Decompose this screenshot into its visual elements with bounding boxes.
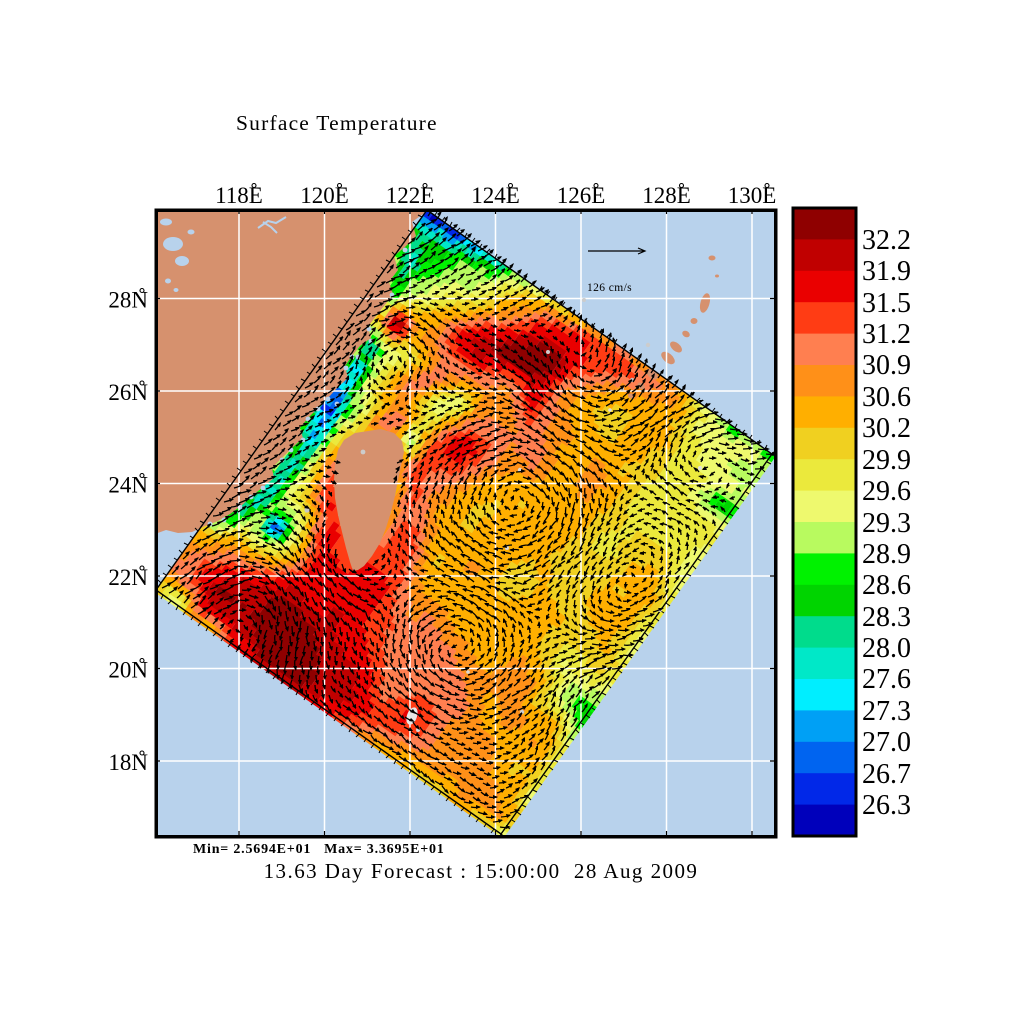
svg-text:18N: 18N	[108, 750, 148, 775]
svg-text:24N: 24N	[108, 473, 148, 498]
svg-text:26N: 26N	[108, 380, 148, 405]
svg-text:Surface Temperature: Surface Temperature	[236, 111, 438, 135]
svg-text:20N: 20N	[108, 658, 148, 683]
svg-text:27.3: 27.3	[862, 696, 911, 727]
svg-text:26.3: 26.3	[862, 790, 911, 821]
svg-text:30.2: 30.2	[862, 413, 911, 444]
svg-text:28.6: 28.6	[862, 570, 911, 601]
svg-text:Min= 2.5694E+01 Max= 3.369: Min= 2.5694E+01 Max= 3.3695E+01	[193, 842, 445, 857]
svg-text:22N: 22N	[108, 565, 148, 590]
svg-text:31.9: 31.9	[862, 256, 911, 287]
svg-text:30.6: 30.6	[862, 382, 911, 413]
svg-text:27.0: 27.0	[862, 727, 911, 758]
svg-text:28.9: 28.9	[862, 539, 911, 570]
svg-text:27.6: 27.6	[862, 664, 911, 695]
svg-text:31.2: 31.2	[862, 319, 911, 350]
svg-text:13.63 Day Forecast : 15:00:00: 13.63 Day Forecast : 15:00:00 28 Aug 200…	[264, 859, 699, 883]
svg-text:29.3: 29.3	[862, 508, 911, 539]
svg-text:29.6: 29.6	[862, 476, 911, 507]
svg-text:28.0: 28.0	[862, 633, 911, 664]
svg-text:126 cm/s: 126 cm/s	[587, 282, 632, 294]
svg-text:32.2: 32.2	[862, 225, 911, 256]
svg-text:29.9: 29.9	[862, 445, 911, 476]
svg-text:30.9: 30.9	[862, 350, 911, 381]
svg-text:31.5: 31.5	[862, 288, 911, 319]
svg-text:26.7: 26.7	[862, 759, 911, 790]
svg-text:28N: 28N	[108, 288, 148, 313]
svg-text:28.3: 28.3	[862, 602, 911, 633]
